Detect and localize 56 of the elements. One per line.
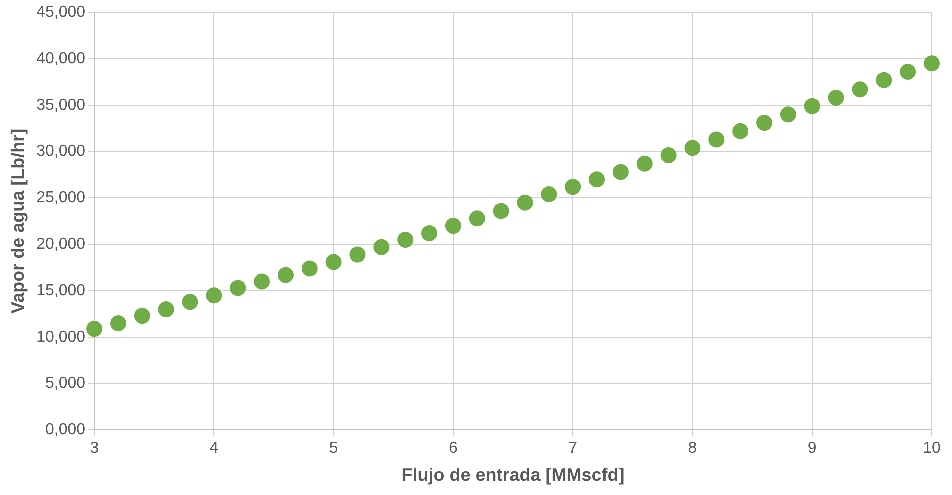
x-axis-title: Flujo de entrada [MMscfd] (402, 465, 625, 486)
point (374, 239, 390, 256)
point (517, 194, 534, 211)
point (182, 294, 198, 310)
x-tick-label: 6 (448, 440, 458, 458)
y-tick-label: 5,000 (45, 375, 86, 392)
point (804, 98, 820, 114)
x-tick-label: 4 (210, 440, 219, 458)
point (852, 82, 868, 98)
y-tick-label: 45,000 (36, 4, 86, 22)
x-tick-label: 5 (329, 440, 338, 458)
point (708, 132, 725, 148)
point (636, 156, 653, 172)
point (660, 148, 677, 164)
x-tick-label: 9 (808, 440, 817, 458)
point (86, 321, 103, 338)
point (828, 90, 844, 106)
point (398, 232, 414, 248)
point (612, 164, 629, 180)
point (900, 64, 916, 80)
point (158, 302, 174, 318)
point (110, 315, 126, 332)
point (254, 274, 270, 290)
y-tick-label: 35,000 (36, 96, 86, 114)
point (422, 225, 438, 242)
point (326, 254, 342, 270)
point (589, 172, 606, 188)
point (684, 140, 701, 156)
x-tick-label: 8 (688, 440, 698, 458)
x-tick-label: 7 (568, 440, 578, 458)
point (350, 246, 366, 263)
point (302, 260, 318, 277)
point (565, 179, 582, 196)
y-tick-label: 20,000 (36, 236, 86, 254)
point (876, 72, 892, 88)
point (493, 203, 510, 220)
point (732, 123, 749, 140)
y-tick-label: 40,000 (36, 50, 86, 68)
point (780, 106, 796, 123)
point (469, 210, 486, 227)
y-tick-label: 30,000 (36, 143, 86, 160)
point (206, 288, 222, 304)
y-tick-label: 10,000 (36, 328, 86, 346)
y-tick-label: 25,000 (36, 190, 86, 207)
x-tick-label: 10 (923, 440, 941, 458)
point (230, 280, 246, 296)
point (756, 115, 773, 132)
x-tick-label: 3 (90, 440, 100, 458)
y-tick-label: 15,000 (36, 282, 86, 300)
point (445, 218, 462, 234)
point (541, 186, 558, 202)
y-axis-title: Vapor de agua [Lb/hr] (8, 128, 28, 314)
point (134, 308, 150, 324)
point (278, 267, 294, 284)
y-tick-label: 0,000 (45, 422, 86, 439)
point (924, 56, 940, 72)
